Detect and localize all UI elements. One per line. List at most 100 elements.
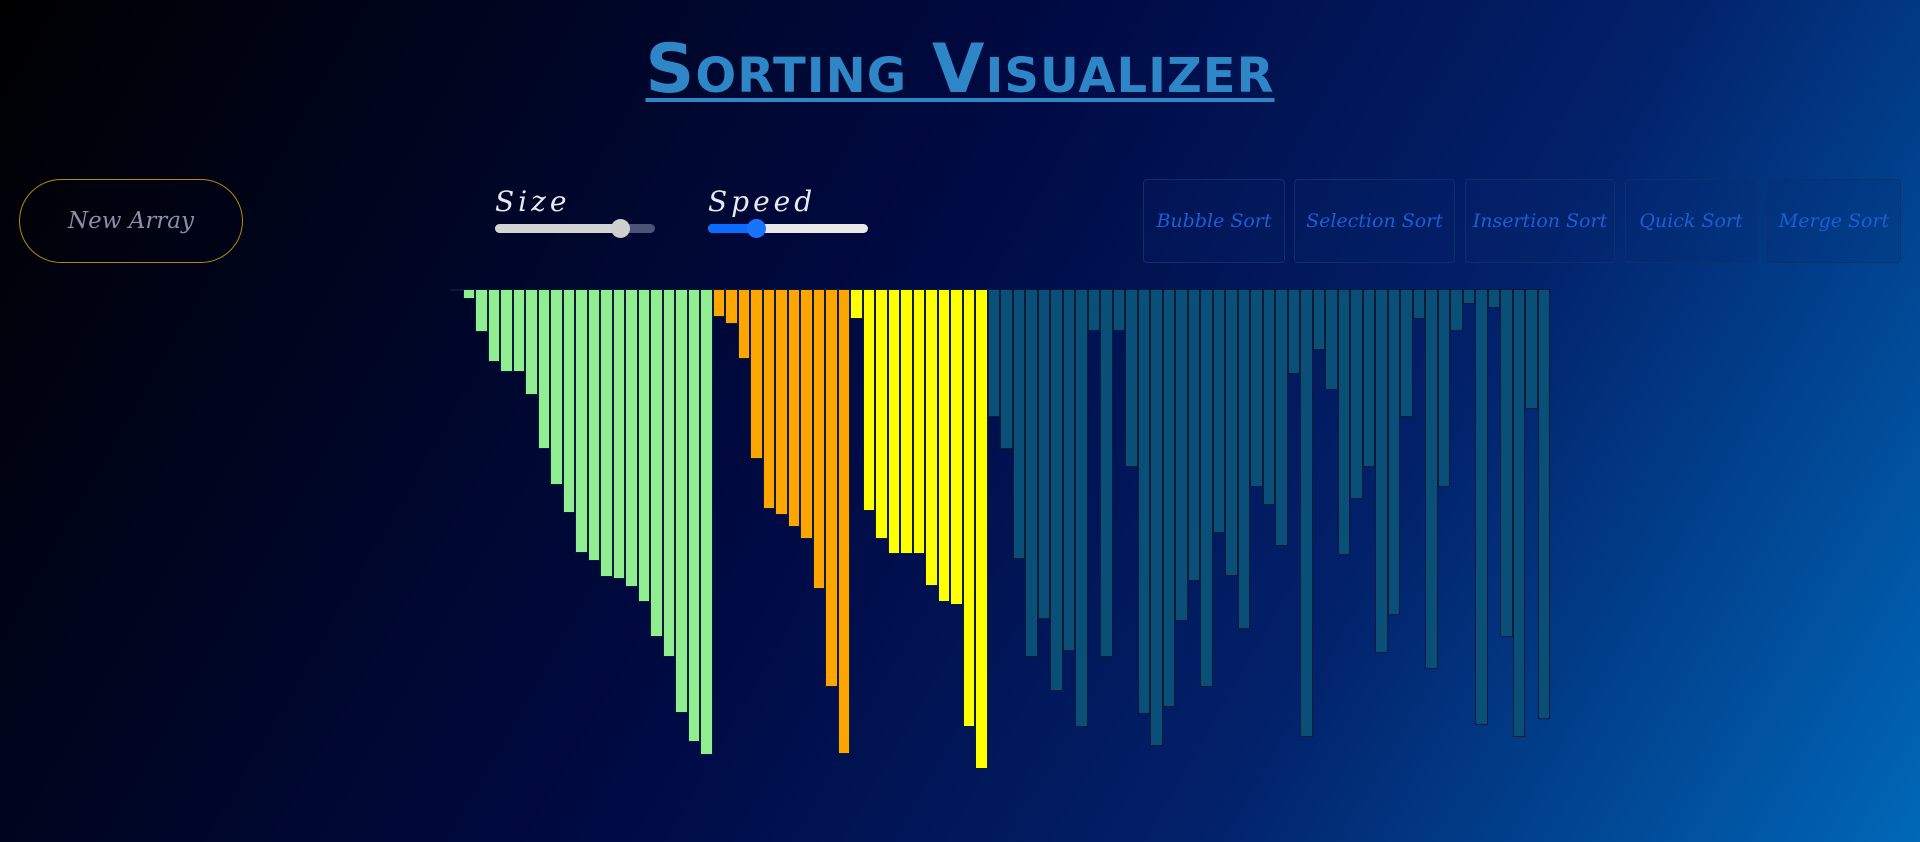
array-bar bbox=[787, 289, 800, 527]
array-bar bbox=[1412, 289, 1425, 319]
array-bar bbox=[1537, 289, 1550, 719]
array-bar bbox=[1462, 289, 1475, 304]
array-bar bbox=[550, 289, 563, 485]
merge-sort-button[interactable]: Merge Sort bbox=[1767, 179, 1901, 263]
array-bar bbox=[862, 289, 875, 511]
array-bar bbox=[1050, 289, 1063, 691]
array-bar bbox=[1000, 289, 1013, 449]
array-bar bbox=[1250, 289, 1263, 487]
array-bar bbox=[1312, 289, 1325, 350]
array-bar bbox=[575, 289, 588, 553]
size-slider[interactable] bbox=[495, 219, 655, 238]
array-bar bbox=[1200, 289, 1213, 687]
array-bar bbox=[750, 289, 763, 459]
size-slider-thumb[interactable] bbox=[610, 219, 630, 238]
array-bar bbox=[1262, 289, 1275, 505]
speed-slider-fill bbox=[708, 224, 756, 233]
speed-slider-thumb[interactable] bbox=[747, 219, 766, 238]
array-bar bbox=[525, 289, 538, 395]
array-bar bbox=[925, 289, 938, 586]
array-bar bbox=[912, 289, 925, 554]
array-bar bbox=[1400, 289, 1413, 417]
array-bar bbox=[1112, 289, 1125, 331]
array-bar bbox=[462, 289, 475, 299]
array-bar bbox=[1125, 289, 1138, 467]
speed-slider-group: Speed bbox=[708, 185, 868, 238]
array-bar bbox=[637, 289, 650, 602]
array-bar bbox=[1487, 289, 1500, 308]
size-slider-group: Size bbox=[495, 185, 655, 238]
array-bar bbox=[687, 289, 700, 742]
array-bar bbox=[600, 289, 613, 577]
array-bar bbox=[737, 289, 750, 359]
array-bar bbox=[1162, 289, 1175, 707]
array-bar bbox=[625, 289, 638, 587]
array-bar bbox=[1425, 289, 1438, 669]
size-label: Size bbox=[495, 185, 571, 218]
array-bar bbox=[650, 289, 663, 637]
array-bar bbox=[1187, 289, 1200, 581]
speed-slider[interactable] bbox=[708, 219, 868, 238]
array-bar bbox=[512, 289, 525, 372]
array-bar bbox=[1237, 289, 1250, 629]
array-bar bbox=[987, 289, 1000, 417]
array-bar bbox=[850, 289, 863, 319]
array-bar bbox=[887, 289, 900, 554]
array-bar bbox=[1387, 289, 1400, 615]
array-bar bbox=[475, 289, 488, 332]
array-bar bbox=[1062, 289, 1075, 651]
array-bar bbox=[1275, 289, 1288, 546]
array-bar bbox=[450, 289, 463, 291]
array-bar bbox=[812, 289, 825, 589]
array-bar bbox=[562, 289, 575, 513]
speed-label: Speed bbox=[708, 185, 817, 218]
array-bar bbox=[700, 289, 713, 755]
array-bar bbox=[837, 289, 850, 754]
array-bar bbox=[1025, 289, 1038, 657]
array-bar bbox=[1175, 289, 1188, 621]
array-bar bbox=[500, 289, 513, 372]
page-title: Sorting Visualizer bbox=[645, 30, 1275, 109]
array-bar bbox=[1225, 289, 1238, 576]
array-bar bbox=[1450, 289, 1463, 331]
array-bar bbox=[1137, 289, 1150, 714]
array-bar bbox=[1287, 289, 1300, 374]
array-bar bbox=[950, 289, 963, 605]
array-bar bbox=[775, 289, 788, 515]
array-bar bbox=[1100, 289, 1113, 657]
array-bar bbox=[1362, 289, 1375, 467]
array-bar bbox=[1075, 289, 1088, 727]
array-bar bbox=[537, 289, 550, 449]
array-bar bbox=[1337, 289, 1350, 555]
new-array-button[interactable]: New Array bbox=[19, 179, 243, 263]
quick-sort-button[interactable]: Quick Sort bbox=[1625, 179, 1757, 263]
array-bar bbox=[1525, 289, 1538, 409]
array-bar bbox=[675, 289, 688, 713]
array-bar bbox=[1350, 289, 1363, 499]
array-bar bbox=[900, 289, 913, 554]
array-bar bbox=[612, 289, 625, 579]
array-bar bbox=[1012, 289, 1025, 559]
array-bar bbox=[1375, 289, 1388, 653]
array-bar bbox=[1087, 289, 1100, 331]
array-bar bbox=[1512, 289, 1525, 737]
array-bar bbox=[1212, 289, 1225, 533]
insertion-sort-button[interactable]: Insertion Sort bbox=[1465, 179, 1615, 263]
bubble-sort-button[interactable]: Bubble Sort bbox=[1143, 179, 1285, 263]
array-bar bbox=[1325, 289, 1338, 390]
array-bars-container bbox=[450, 289, 1550, 829]
array-bar bbox=[662, 289, 675, 657]
array-bar bbox=[487, 289, 500, 362]
array-bar bbox=[1300, 289, 1313, 737]
selection-sort-button[interactable]: Selection Sort bbox=[1294, 179, 1455, 263]
array-bar bbox=[875, 289, 888, 539]
array-bar bbox=[762, 289, 775, 509]
array-bar bbox=[937, 289, 950, 602]
array-bar bbox=[712, 289, 725, 317]
array-bar bbox=[1037, 289, 1050, 619]
array-bar bbox=[1150, 289, 1163, 746]
array-bar bbox=[962, 289, 975, 727]
array-bar bbox=[1500, 289, 1513, 637]
size-slider-fill bbox=[495, 224, 620, 233]
array-bar bbox=[975, 289, 988, 769]
